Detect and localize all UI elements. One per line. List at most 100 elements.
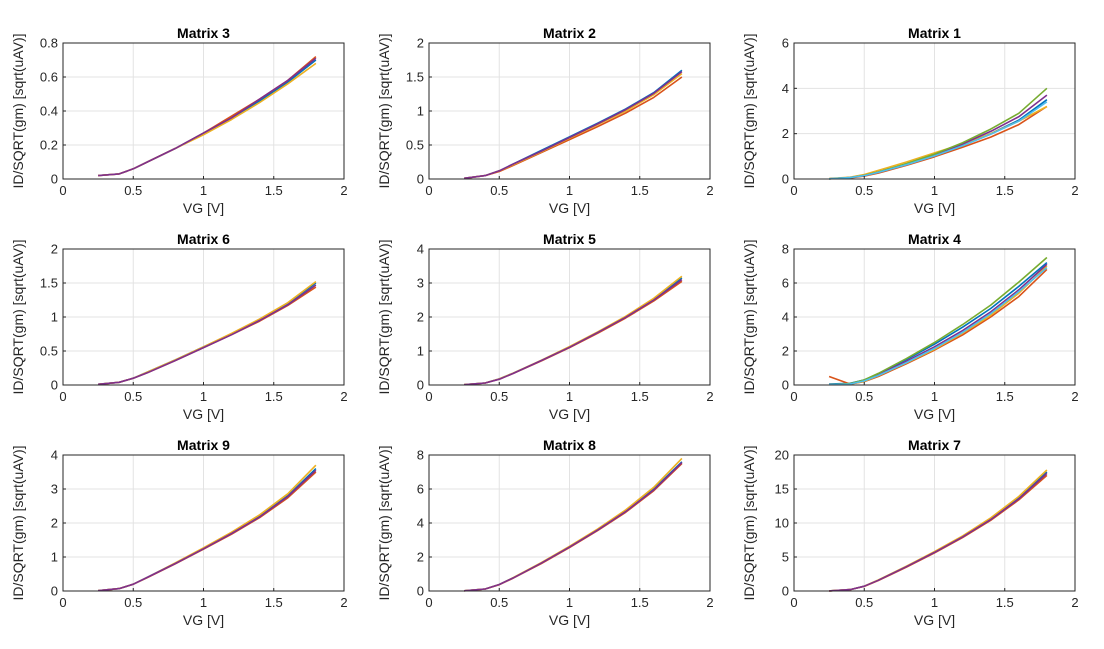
x-tick-label: 1 [200, 183, 207, 198]
x-axis-label: VG [V] [183, 612, 224, 628]
x-tick-label: 0 [59, 183, 66, 198]
y-tick-label: 2 [417, 550, 424, 565]
y-tick-label: 6 [782, 36, 789, 51]
x-tick-label: 2 [1071, 183, 1078, 198]
panel-5: 0 0.5 1 1.5 2 0 1 2 3 4 Matrix 5 VG [V] ID/SQRT(gm) … [376, 231, 714, 422]
y-tick-label: 10 [775, 516, 789, 531]
x-axis-label: VG [V] [549, 612, 590, 628]
x-tick-label: 1 [566, 389, 573, 404]
y-tick-label: 8 [782, 242, 789, 257]
series-line-6 [829, 267, 1048, 386]
x-tick-label: 2 [1071, 389, 1078, 404]
x-tick-label: 0.5 [855, 389, 873, 404]
panel-title: Matrix 2 [543, 25, 596, 41]
x-tick-label: 0 [425, 183, 432, 198]
y-tick-label: 0.5 [406, 138, 424, 153]
y-tick-label: 4 [782, 81, 789, 96]
x-tick-label: 0 [425, 389, 432, 404]
x-tick-label: 0.5 [855, 183, 873, 198]
x-tick-label: 1 [200, 595, 207, 610]
y-axis-label: ID/SQRT(gm) [sqrt(uAV)] [10, 33, 26, 188]
x-tick-label: 0.5 [124, 595, 142, 610]
panel-title: Matrix 7 [908, 437, 961, 453]
y-tick-label: 0.2 [40, 138, 58, 153]
series-line-4 [829, 472, 1048, 592]
y-tick-label: 1 [51, 550, 58, 565]
y-tick-label: 4 [782, 310, 789, 325]
y-axis-label: ID/SQRT(gm) [sqrt(uAV)] [741, 33, 757, 188]
panel-4: 0 0.5 1 1.5 2 0 0.5 1 1.5 2 Matrix 6 VG [V] ID/SQRT(… [10, 231, 348, 422]
y-tick-label: 2 [417, 310, 424, 325]
x-tick-label: 1 [566, 183, 573, 198]
y-tick-label: 1 [417, 344, 424, 359]
y-tick-label: 2 [51, 242, 58, 257]
x-tick-label: 0.5 [855, 595, 873, 610]
panel-title: Matrix 9 [177, 437, 230, 453]
y-tick-label: 0 [417, 378, 424, 393]
x-tick-label: 2 [340, 595, 347, 610]
x-tick-label: 1.5 [996, 595, 1014, 610]
panel-title: Matrix 6 [177, 231, 230, 247]
y-axis-label: ID/SQRT(gm) [sqrt(uAV)] [741, 239, 757, 394]
y-axis-label: ID/SQRT(gm) [sqrt(uAV)] [741, 445, 757, 600]
y-axis-label: ID/SQRT(gm) [sqrt(uAV)] [10, 445, 26, 600]
x-tick-label: 1 [566, 595, 573, 610]
y-tick-label: 0 [782, 172, 789, 187]
series-line-4 [98, 57, 317, 177]
y-tick-label: 0 [51, 584, 58, 599]
panel-title: Matrix 3 [177, 25, 230, 41]
panel-8: 0 0.5 1 1.5 2 0 2 4 6 8 Matrix 8 VG [V] ID/SQRT(gm) … [376, 437, 714, 628]
x-tick-label: 1 [931, 595, 938, 610]
x-axis-label: VG [V] [183, 406, 224, 422]
x-tick-label: 0.5 [124, 183, 142, 198]
y-tick-label: 1.5 [406, 70, 424, 85]
y-tick-label: 2 [782, 344, 789, 359]
y-tick-label: 0 [51, 172, 58, 187]
y-tick-label: 0.6 [40, 70, 58, 85]
y-tick-label: 4 [417, 516, 424, 531]
y-axis-label: ID/SQRT(gm) [sqrt(uAV)] [376, 239, 392, 394]
x-tick-label: 1.5 [265, 595, 283, 610]
panel-title: Matrix 8 [543, 437, 596, 453]
y-tick-label: 20 [775, 448, 789, 463]
x-tick-label: 1.5 [265, 183, 283, 198]
x-tick-label: 2 [340, 389, 347, 404]
panel-title: Matrix 4 [908, 231, 961, 247]
y-tick-label: 2 [417, 36, 424, 51]
x-tick-label: 1 [931, 183, 938, 198]
x-tick-label: 1 [200, 389, 207, 404]
x-tick-label: 0.5 [490, 595, 508, 610]
panel-3: 0 0.5 1 1.5 2 0 2 4 6 Matrix 1 VG [V] ID/SQRT(gm) [… [741, 25, 1079, 216]
x-axis-label: VG [V] [914, 200, 955, 216]
y-axis-label: ID/SQRT(gm) [sqrt(uAV)] [376, 445, 392, 600]
x-tick-label: 0.5 [490, 183, 508, 198]
y-tick-label: 0.4 [40, 104, 58, 119]
y-tick-label: 1 [51, 310, 58, 325]
x-tick-label: 2 [706, 389, 713, 404]
series-line-4 [98, 284, 317, 386]
x-tick-label: 1.5 [996, 183, 1014, 198]
y-tick-label: 1 [417, 104, 424, 119]
y-axis-label: ID/SQRT(gm) [sqrt(uAV)] [10, 239, 26, 394]
x-tick-label: 1.5 [996, 389, 1014, 404]
y-tick-label: 0 [417, 584, 424, 599]
y-tick-label: 6 [782, 276, 789, 291]
y-tick-label: 0 [417, 172, 424, 187]
x-axis-label: VG [V] [549, 406, 590, 422]
panel-2: 0 0.5 1 1.5 2 0 0.5 1 1.5 2 Matrix 2 VG [V] ID/SQRT(… [376, 25, 714, 216]
x-tick-label: 0 [790, 595, 797, 610]
series-line-4 [464, 462, 683, 592]
series-line-4 [98, 469, 317, 592]
panel-1: 0 0.5 1 1.5 2 0 0.2 0.4 0.6 0.8 Matrix 3 VG [V] ID/S… [10, 25, 348, 216]
x-tick-label: 0 [59, 595, 66, 610]
x-tick-label: 0.5 [490, 389, 508, 404]
y-axis-label: ID/SQRT(gm) [sqrt(uAV)] [376, 33, 392, 188]
y-tick-label: 1.5 [40, 276, 58, 291]
x-tick-label: 1.5 [265, 389, 283, 404]
y-tick-label: 8 [417, 448, 424, 463]
panel-7: 0 0.5 1 1.5 2 0 1 2 3 4 Matrix 9 VG [V] ID/SQRT(gm) … [10, 437, 348, 628]
series-line-4 [463, 70, 683, 180]
y-tick-label: 3 [417, 276, 424, 291]
y-tick-label: 0 [782, 378, 789, 393]
